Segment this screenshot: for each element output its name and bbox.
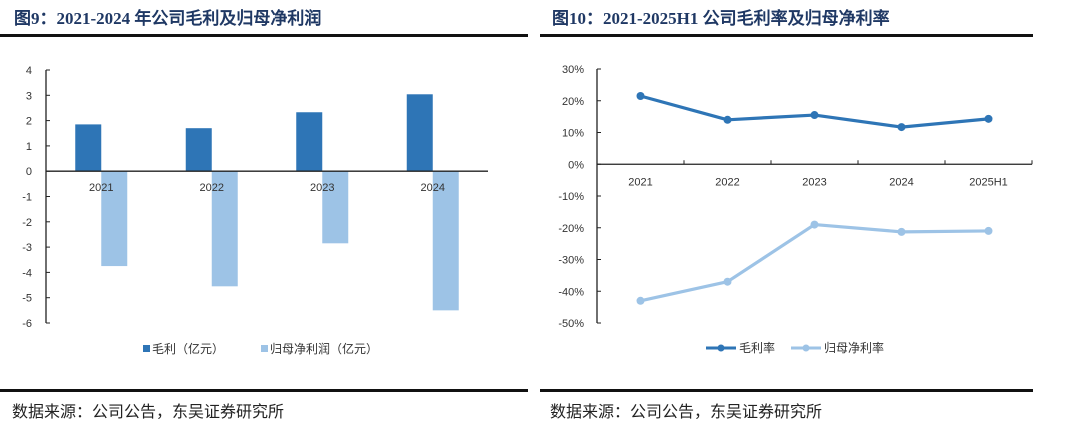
y-tick-label: -40%: [558, 286, 584, 298]
y-tick-label: -4: [22, 267, 32, 279]
legend-marker: [802, 344, 810, 352]
margin-line-chart: 30% 20% 10% 0% -10% -20% -30% -40% -50% 2021 2022 2…: [558, 64, 1033, 355]
point-net-margin-2024: [897, 227, 906, 236]
x-tick-label: 2022: [200, 182, 224, 194]
x-tick-label: 2025H1: [969, 176, 1008, 188]
line-net-margin: [640, 222, 989, 303]
y-tick-label: -6: [22, 318, 32, 330]
y-tick-label: -10%: [558, 191, 584, 203]
point-gross-margin-2023: [810, 111, 819, 120]
y-tick-label: 0%: [568, 159, 584, 171]
point-net-margin-2021: [636, 296, 645, 305]
bar-net-profit-2022: [211, 171, 238, 287]
x-tick-label: 2024: [421, 182, 445, 194]
bar-gross-profit-2023: [296, 112, 323, 172]
y-tick-label: -3: [22, 242, 32, 254]
y-tick-label: 0: [26, 166, 32, 178]
y-tick-label: -1: [22, 192, 32, 204]
x-tick-label: 2022: [715, 176, 739, 188]
y-tick-label: -5: [22, 293, 32, 305]
x-tick-label: 2023: [310, 182, 334, 194]
legend-label: 归母净利润（亿元）: [270, 341, 378, 356]
x-tick-label: 2023: [802, 176, 826, 188]
y-tick-label: 30%: [562, 64, 584, 76]
bar-gross-profit-2022: [185, 128, 212, 172]
point-gross-margin-2021: [636, 91, 645, 100]
figure-9-source: 数据来源：公司公告，东吴证券研究所: [12, 404, 285, 421]
y-tick-label: -30%: [558, 255, 584, 267]
x-tick-label: 2024: [889, 176, 913, 188]
point-gross-margin-2022: [723, 115, 732, 124]
point-net-margin-2022: [723, 277, 732, 286]
title-divider: [540, 34, 1033, 37]
source-divider: [540, 389, 1033, 392]
figure-10-source: 数据来源：公司公告，东吴证券研究所: [550, 404, 823, 421]
title-divider: [0, 34, 528, 37]
y-tick-label: 3: [26, 90, 32, 102]
y-tick-label: 10%: [562, 128, 584, 140]
figure-9-panel: 图9：2021-2024 年公司毛利及归母净利润 4 3 2 1 0 -1 -2 -3 -4 -5…: [0, 0, 530, 442]
legend-swatch: [261, 345, 268, 352]
legend-marker: [717, 344, 725, 352]
figure-9-title: 图9：2021-2024 年公司毛利及归母净利润: [14, 9, 322, 28]
x-tick-label: 2021: [89, 182, 113, 194]
bar-gross-profit-2024: [406, 94, 433, 172]
legend-label: 毛利（亿元）: [152, 341, 224, 356]
legend-label: 毛利率: [739, 340, 775, 355]
y-tick-label: -2: [22, 217, 32, 229]
bar-net-profit-2023: [322, 171, 349, 244]
y-tick-label: -50%: [558, 318, 584, 330]
point-net-margin-2025H1: [984, 226, 993, 235]
figure-10-panel: 图10：2021-2025H1 公司毛利率及归母净利率 30% 20% 10% 0% -…: [540, 0, 1080, 442]
source-divider: [0, 389, 528, 392]
point-gross-margin-2025H1: [984, 114, 993, 123]
y-tick-label: 2: [26, 116, 32, 128]
y-tick-label: 4: [26, 65, 32, 77]
figure-10-title: 图10：2021-2025H1 公司毛利率及归母净利率: [552, 9, 890, 28]
bar-net-profit-2024: [432, 171, 459, 311]
gross-profit-net-profit-bar-chart: 4 3 2 1 0 -1 -2 -3 -4 -5 -6 2021 2022 2023 2024 毛利（亿元） 归…: [22, 65, 488, 356]
x-tick-label: 2021: [628, 176, 652, 188]
bar-gross-profit-2021: [75, 124, 102, 172]
legend-swatch: [143, 345, 150, 352]
point-net-margin-2023: [810, 220, 819, 229]
bar-net-profit-2021: [101, 171, 128, 267]
y-tick-label: 20%: [562, 96, 584, 108]
legend-label: 归母净利率: [824, 340, 884, 355]
y-tick-label: 1: [26, 141, 32, 153]
y-tick-label: -20%: [558, 223, 584, 235]
point-gross-margin-2024: [897, 123, 906, 132]
